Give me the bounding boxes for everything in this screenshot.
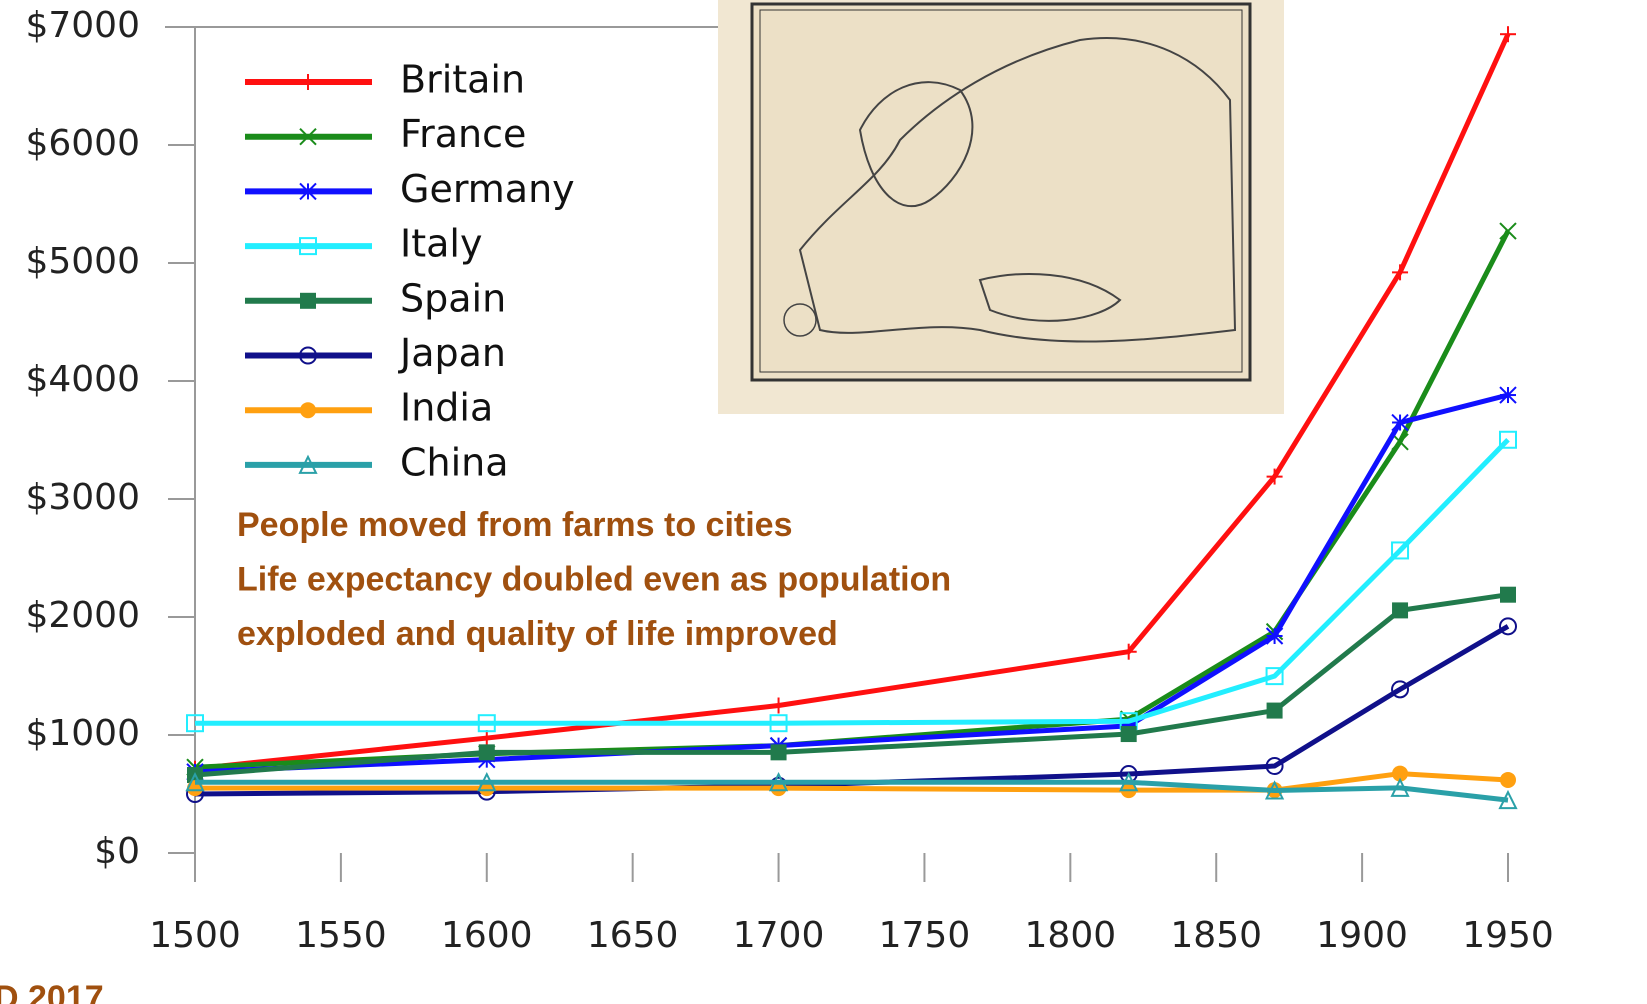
x-tick-label: 1550 xyxy=(295,915,387,956)
point-marker xyxy=(771,698,787,714)
legend-label: Germany xyxy=(400,167,575,211)
marker-shape xyxy=(1392,602,1408,618)
annotation: exploded and quality of life improved xyxy=(237,615,838,653)
marker-shape xyxy=(1500,772,1516,788)
marker-shape xyxy=(300,293,316,309)
marker-shape xyxy=(479,744,495,760)
point-marker xyxy=(1500,26,1516,42)
point-marker xyxy=(300,74,316,90)
legend-label: Italy xyxy=(400,222,482,266)
point-marker xyxy=(479,730,495,746)
x-tick-label: 1950 xyxy=(1462,915,1554,956)
marker-shape xyxy=(771,744,787,760)
y-tick-label: $3000 xyxy=(25,477,140,518)
marker-shape xyxy=(1500,587,1516,603)
legend-label: France xyxy=(400,112,526,156)
point-marker xyxy=(1121,726,1137,742)
point-marker xyxy=(300,293,316,309)
x-tick-label: 1900 xyxy=(1316,915,1408,956)
point-marker xyxy=(300,402,316,418)
legend-label: China xyxy=(400,440,509,484)
footer: D 2017 xyxy=(0,979,104,1004)
legend-label: Britain xyxy=(400,58,525,102)
point-marker xyxy=(1392,415,1408,431)
x-tick-label: 1750 xyxy=(879,915,971,956)
point-marker xyxy=(300,183,316,199)
x-tick-label: 1700 xyxy=(733,915,825,956)
x-tick-label: 1500 xyxy=(149,915,241,956)
point-marker xyxy=(1267,628,1283,644)
x-tick-label: 1650 xyxy=(587,915,679,956)
point-marker xyxy=(1500,772,1516,788)
y-tick-label: $0 xyxy=(94,831,140,872)
y-tick-label: $1000 xyxy=(25,713,140,754)
legend-label: Spain xyxy=(400,276,506,320)
point-marker xyxy=(771,744,787,760)
point-marker xyxy=(479,744,495,760)
marker-shape xyxy=(300,402,316,418)
point-marker xyxy=(1500,223,1516,239)
y-tick-label: $4000 xyxy=(25,359,140,400)
y-tick-label: $5000 xyxy=(25,241,140,282)
marker-shape xyxy=(1121,726,1137,742)
point-marker xyxy=(1500,587,1516,603)
y-tick-label: $2000 xyxy=(25,595,140,636)
marker-shape xyxy=(1267,703,1283,719)
point-marker xyxy=(1267,703,1283,719)
map-image xyxy=(718,0,1284,414)
y-tick-label: $6000 xyxy=(25,123,140,164)
x-tick-label: 1850 xyxy=(1170,915,1262,956)
chart: $0 $1000 $2000 $3000 $4000 $5000 $6000 $7000 150… xyxy=(0,0,1647,1004)
annotation: People moved from farms to cities xyxy=(237,506,793,544)
legend-label: Japan xyxy=(398,331,506,375)
x-tick-label: 1800 xyxy=(1025,915,1117,956)
y-tick-label: $7000 xyxy=(25,5,140,46)
point-marker xyxy=(1392,602,1408,618)
annotation: Life expectancy doubled even as populati… xyxy=(237,560,951,598)
legend-label: India xyxy=(400,386,493,430)
point-marker xyxy=(1500,387,1516,403)
x-tick-label: 1600 xyxy=(441,915,533,956)
